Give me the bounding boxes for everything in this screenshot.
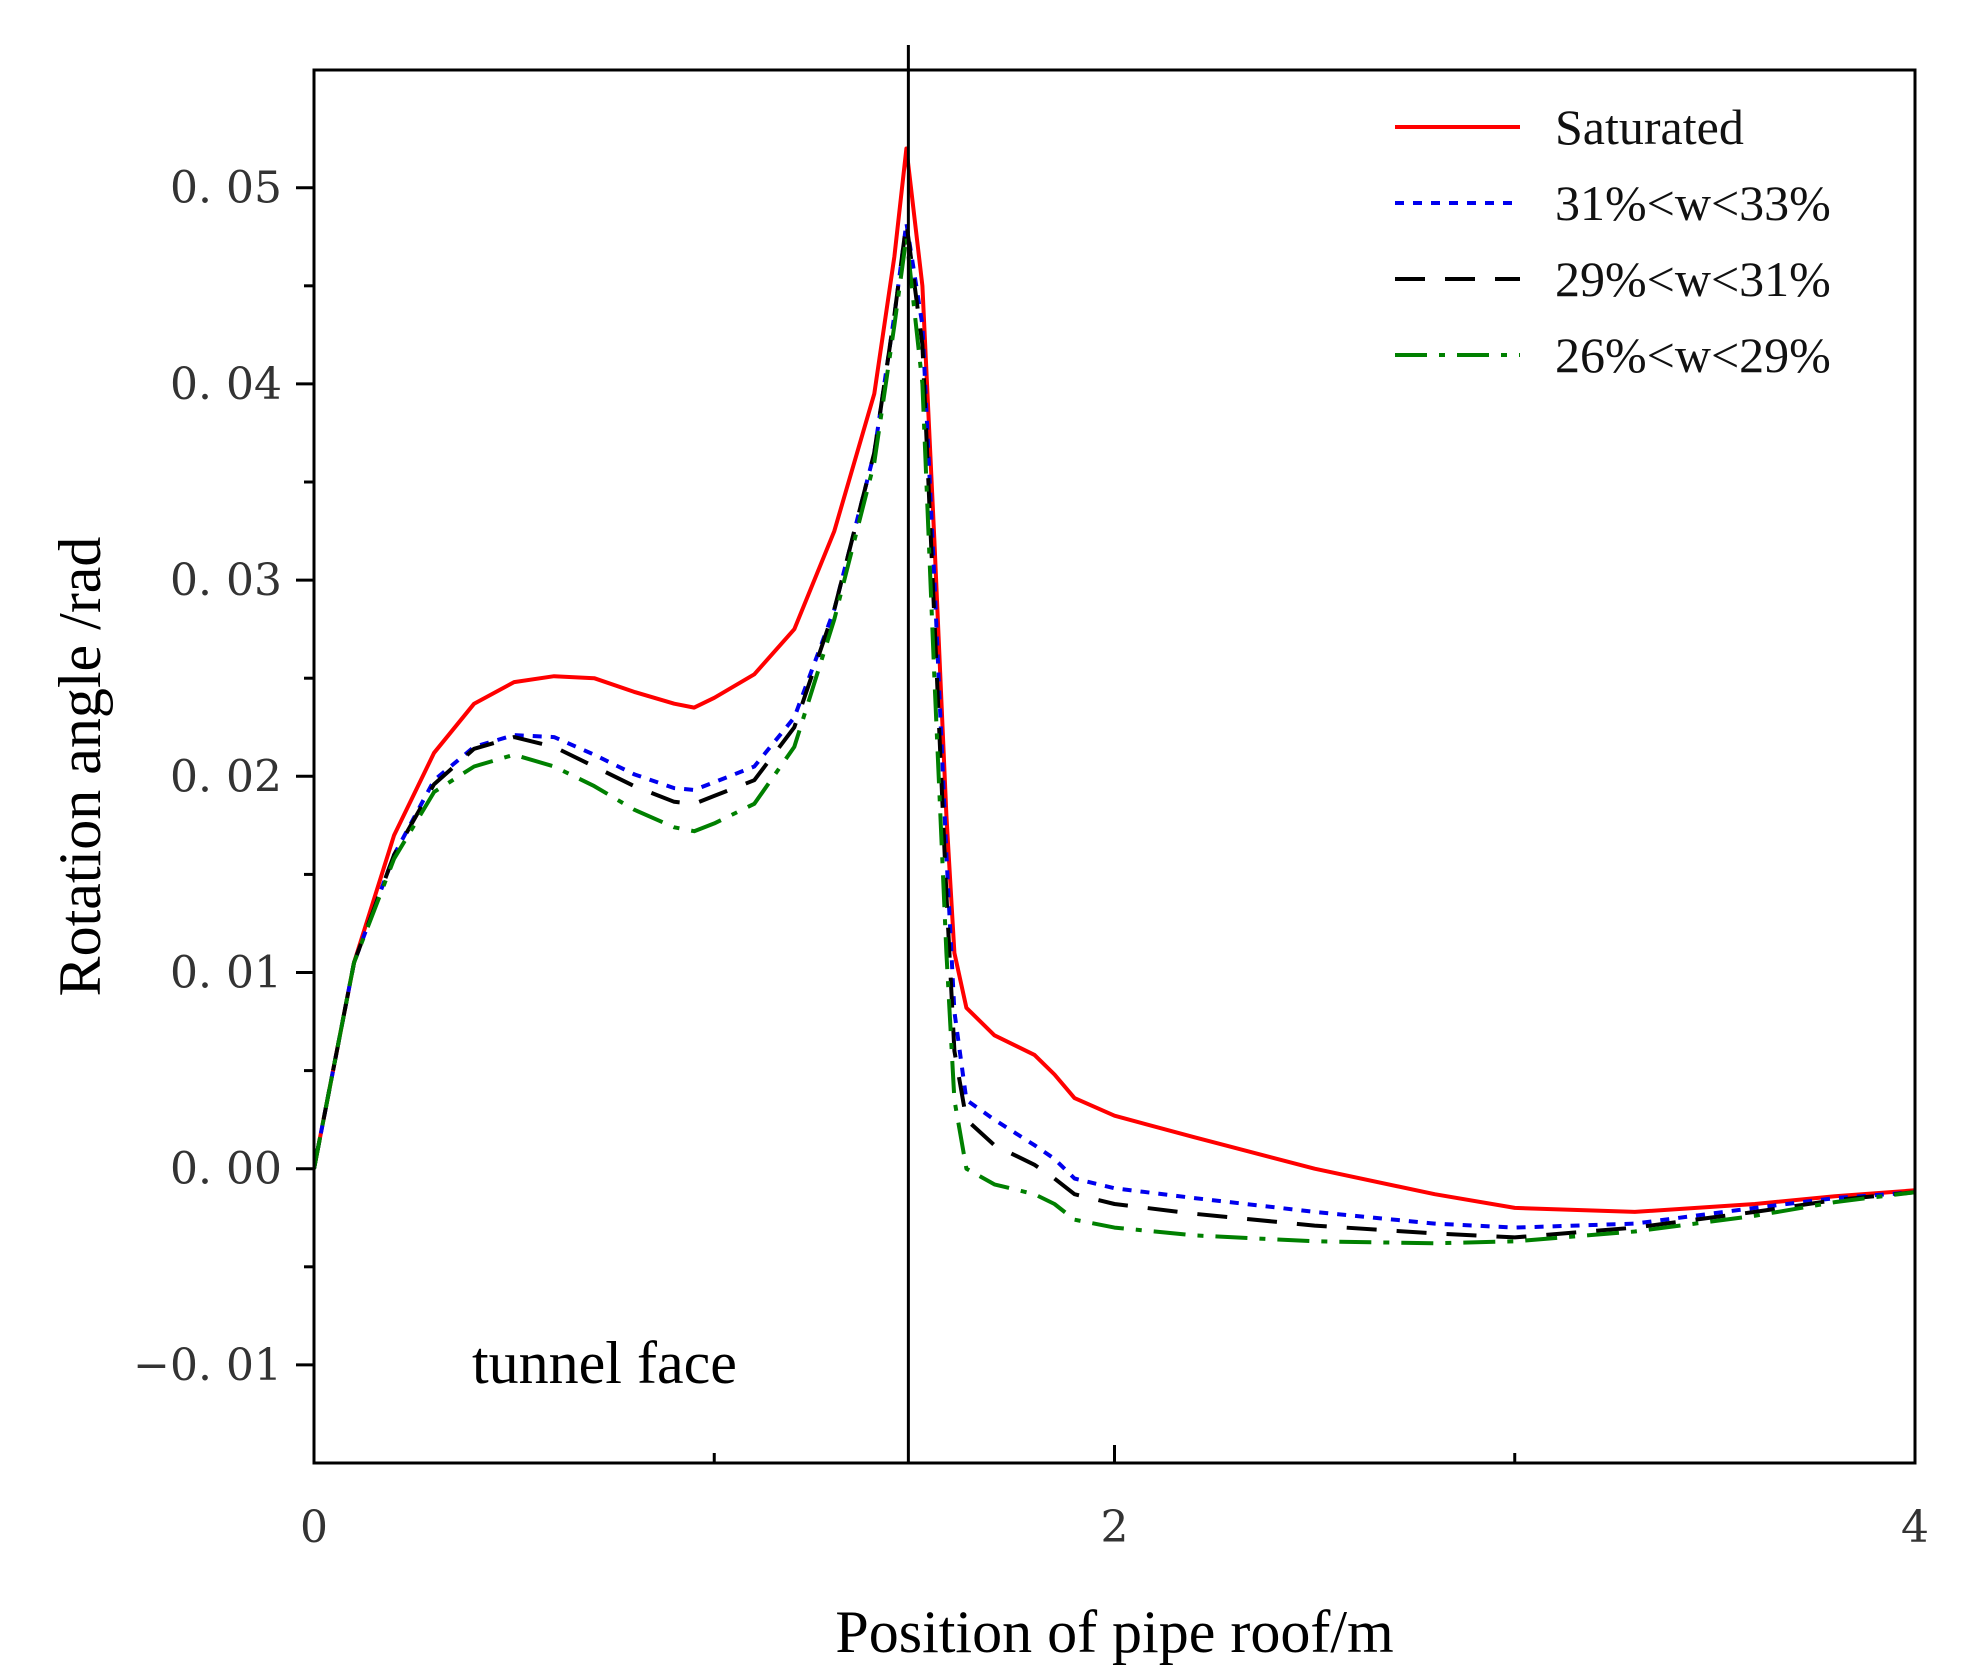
x-tick-label: 2 — [1101, 1502, 1129, 1553]
y-tick-label: 0. 04 — [170, 359, 282, 410]
y-tick-label: 0. 01 — [170, 948, 282, 999]
y-tick-label: 0. 03 — [170, 555, 282, 606]
tick-labels: −0. 01 0. 00 0. 01 0. 02 0. 03 0. 04 0. 05 0 2 4 — [133, 163, 1929, 1553]
tunnel-face-annotation: tunnel face — [472, 1330, 737, 1396]
legend-label-4: 26%<w<29% — [1555, 327, 1831, 383]
axis-ticks — [296, 186, 1517, 1463]
y-tick-label: 0. 00 — [170, 1144, 282, 1195]
legend-label-1: Saturated — [1555, 99, 1744, 155]
series-line-1 — [314, 146, 1915, 1214]
series-line-4 — [314, 234, 1915, 1246]
y-tick-label: 0. 02 — [170, 751, 282, 802]
legend-label-2: 31%<w<33% — [1555, 175, 1831, 231]
y-axis-title: Rotation angle /rad — [47, 537, 113, 997]
series-layer — [314, 146, 1915, 1246]
x-axis-title: Position of pipe roof/m — [835, 1599, 1393, 1665]
x-tick-label: 4 — [1901, 1502, 1929, 1553]
y-tick-label: −0. 01 — [133, 1340, 282, 1391]
x-tick-label: 0 — [300, 1502, 328, 1553]
series-line-3 — [314, 221, 1915, 1240]
legend: Saturated 31%<w<33% 29%<w<31% 26%<w<29% — [1395, 99, 1831, 383]
legend-label-3: 29%<w<31% — [1555, 251, 1831, 307]
y-tick-label: 0. 05 — [170, 163, 282, 214]
